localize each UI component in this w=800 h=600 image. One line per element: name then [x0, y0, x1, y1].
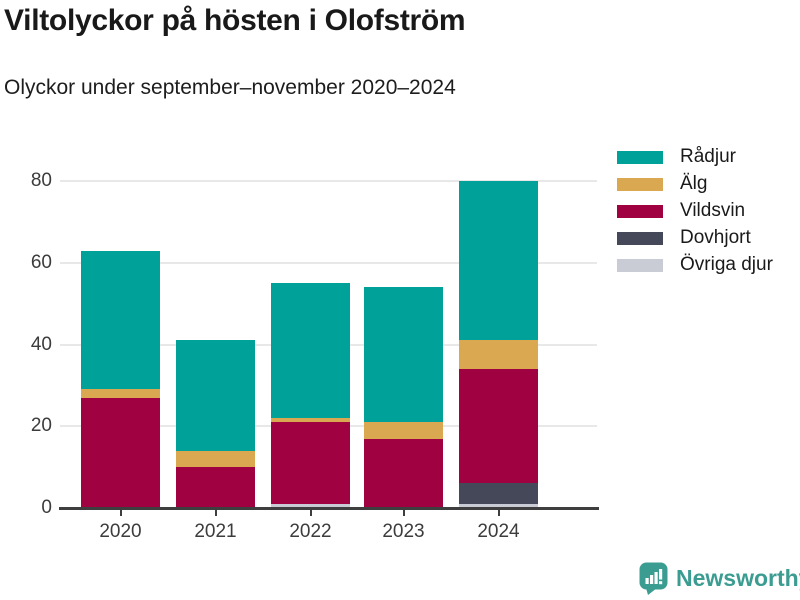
bar-segment-2024-Rådjur — [459, 181, 538, 341]
legend-label: Vildsvin — [680, 200, 746, 221]
bar-segment-2022-Övriga djur — [271, 503, 350, 508]
newsworthy-wordmark: Newsworthy — [676, 565, 800, 591]
y-axis-tick-label: 20 — [30, 415, 52, 437]
y-axis-tick-label: 60 — [30, 251, 52, 273]
y-axis-tick-label: 40 — [30, 333, 52, 355]
bar-segment-2023-Vildsvin — [364, 438, 443, 508]
bar-segment-2021-Rådjur — [176, 340, 255, 451]
legend-item-r-djur: Rådjur — [617, 146, 773, 168]
x-axis-tick-label: 2021 — [194, 521, 237, 542]
bar-2024 — [459, 170, 538, 508]
x-axis-tick — [119, 508, 122, 516]
gridline-y-80 — [60, 180, 597, 182]
x-axis-tick — [309, 508, 312, 516]
y-axis-tick-label: 0 — [41, 497, 52, 518]
legend-label: Rådjur — [680, 146, 736, 167]
x-axis-tick — [402, 508, 405, 516]
gridline-y-60 — [60, 261, 597, 264]
legend-swatch-icon — [617, 150, 663, 164]
bar-segment-2024-Övriga djur — [459, 503, 538, 508]
x-axis-line — [59, 507, 599, 510]
bar-segment-2020-Vildsvin — [81, 397, 160, 508]
bar-segment-2024-Dovhjort — [459, 483, 538, 504]
bar-segment-2022-Vildsvin — [271, 422, 350, 504]
x-axis-tick — [497, 508, 500, 516]
x-axis-tick — [214, 508, 217, 516]
bar-segment-2020-Rådjur — [81, 250, 160, 390]
newsworthy-icon — [639, 562, 669, 595]
legend-label: Dovhjort — [680, 227, 751, 248]
legend: Rådjur Älg Vildsvin Dovhjort Övriga djur — [617, 146, 773, 276]
bar-2023 — [364, 170, 443, 508]
bar-segment-2022-Rådjur — [271, 283, 350, 419]
legend-swatch-icon — [617, 204, 663, 218]
legend-item--lg: Älg — [617, 173, 773, 195]
bar-2021 — [176, 170, 255, 508]
legend-swatch-icon — [617, 177, 663, 191]
legend-swatch-icon — [617, 231, 663, 245]
bar-segment-2021-Älg — [176, 450, 255, 468]
newsworthy-logo[interactable]: Newsworthy — [639, 562, 800, 595]
bar-2020 — [81, 170, 160, 508]
bar-segment-2024-Älg — [459, 340, 538, 370]
legend-label: Övriga djur — [680, 254, 773, 275]
bar-segment-2022-Älg — [271, 418, 350, 423]
legend-item--vriga-djur: Övriga djur — [617, 254, 773, 276]
legend-label: Älg — [680, 173, 708, 194]
plot-area — [60, 170, 597, 508]
x-axis-tick-label: 2022 — [289, 521, 332, 542]
bar-segment-2021-Vildsvin — [176, 467, 255, 508]
x-axis-tick-label: 2024 — [477, 521, 520, 542]
legend-item-vildsvin: Vildsvin — [617, 200, 773, 222]
bar-2022 — [271, 170, 350, 508]
x-axis-tick-label: 2023 — [382, 521, 425, 542]
bar-segment-2023-Rådjur — [364, 287, 443, 423]
bar-segment-2024-Vildsvin — [459, 369, 538, 484]
chart-title: Viltolyckor på hösten i Olofström — [4, 4, 466, 37]
x-axis-tick-label: 2020 — [99, 521, 142, 542]
bar-segment-2020-Älg — [81, 389, 160, 398]
chart-subtitle: Olyckor under september–november 2020–20… — [4, 76, 456, 99]
bar-segment-2023-Älg — [364, 422, 443, 439]
legend-item-dovhjort: Dovhjort — [617, 227, 773, 249]
y-axis-tick-label: 80 — [30, 170, 52, 191]
legend-swatch-icon — [617, 258, 663, 272]
